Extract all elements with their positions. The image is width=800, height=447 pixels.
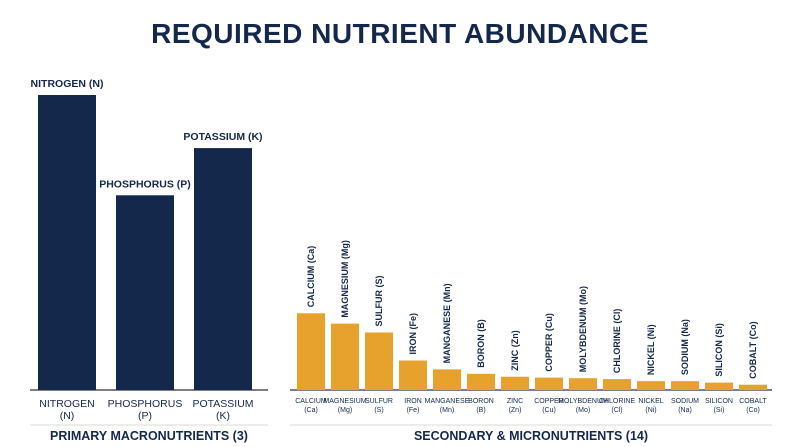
bar-label-sulfur-s: SULFUR (S) xyxy=(374,275,384,326)
tick-label-molybdenum-mo-1: (Mo) xyxy=(576,407,590,414)
bar-nickel-ni xyxy=(637,381,665,390)
tick-label-manganese-mn-1: (Mn) xyxy=(440,407,454,414)
tick-label-nitrogen-n-0: NITROGEN xyxy=(39,398,94,410)
tick-label-zinc-zn-1: (Zn) xyxy=(509,407,522,414)
bar-sulfur-s xyxy=(365,332,393,390)
tick-label-copper-cu-0: COPPER xyxy=(534,398,564,405)
bar-label-nickel-ni: NICKEL (Ni) xyxy=(646,324,656,375)
tick-label-sulfur-s-1: (S) xyxy=(374,407,383,414)
tick-label-nitrogen-n-1: (N) xyxy=(60,410,75,422)
tick-label-boron-b-1: (B) xyxy=(476,407,485,414)
tick-label-phosphorus-p-1: (P) xyxy=(138,410,152,422)
tick-label-sulfur-s-0: SULFUR xyxy=(365,398,393,405)
bar-boron-b xyxy=(467,373,495,390)
tick-label-zinc-zn-0: ZINC xyxy=(507,398,523,405)
bar-iron-fe xyxy=(399,360,427,390)
tick-label-boron-b-0: BORON xyxy=(468,398,494,405)
bar-label-cobalt-co: COBALT (Co) xyxy=(748,321,758,378)
bar-label-iron-fe: IRON (Fe) xyxy=(408,313,418,355)
bar-calcium-ca xyxy=(297,313,325,390)
bar-manganese-mn xyxy=(433,369,461,390)
bar-zinc-zn xyxy=(501,376,529,390)
tick-label-magnesium-mg-0: MAGNESIUM xyxy=(323,398,366,405)
tick-label-magnesium-mg-1: (Mg) xyxy=(338,407,352,414)
bar-label-nitrogen-n: NITROGEN (N) xyxy=(31,78,104,90)
group-label-0: PRIMARY MACRONUTRIENTS (3) xyxy=(50,429,248,443)
bar-label-magnesium-mg: MAGNESIUM (Mg) xyxy=(340,240,350,318)
bar-potassium-k xyxy=(194,148,252,390)
bar-label-copper-cu: COPPER (Cu) xyxy=(544,313,554,372)
tick-label-potassium-k-1: (K) xyxy=(216,410,230,422)
tick-label-cobalt-co-1: (Co) xyxy=(746,407,760,414)
tick-label-phosphorus-p-0: PHOSPHORUS xyxy=(108,398,183,410)
bar-label-sodium-na: SODIUM (Na) xyxy=(680,319,690,375)
tick-label-iron-fe-1: (Fe) xyxy=(407,407,420,414)
bar-sodium-na xyxy=(671,381,699,390)
tick-label-nickel-ni-1: (Ni) xyxy=(645,407,656,414)
bar-nitrogen-n xyxy=(38,95,96,390)
bar-copper-cu xyxy=(535,377,563,390)
tick-label-calcium-ca-1: (Ca) xyxy=(304,407,318,414)
tick-label-chlorine-cl-1: (Cl) xyxy=(611,407,622,414)
bar-label-phosphorus-p: PHOSPHORUS (P) xyxy=(99,178,191,190)
tick-label-iron-fe-0: IRON xyxy=(404,398,422,405)
bar-phosphorus-p xyxy=(116,195,174,390)
tick-label-silicon-si-0: SILICON xyxy=(705,398,733,405)
group-label-1: SECONDARY & MICRONUTRIENTS (14) xyxy=(414,429,648,443)
tick-label-silicon-si-1: (Si) xyxy=(714,407,725,414)
bar-cobalt-co xyxy=(739,384,767,390)
bar-label-calcium-ca: CALCIUM (Ca) xyxy=(306,246,316,308)
bar-molybdenum-mo xyxy=(569,378,597,390)
tick-label-copper-cu-1: (Cu) xyxy=(542,407,556,414)
bar-label-silicon-si: SILICON (Si) xyxy=(714,323,724,377)
tick-label-molybdenum-mo-0: MOLYBDENUM xyxy=(558,398,608,405)
bar-label-zinc-zn: ZINC (Zn) xyxy=(510,330,520,371)
tick-label-potassium-k-0: POTASSIUM xyxy=(192,398,253,410)
tick-label-nickel-ni-0: NICKEL xyxy=(638,398,663,405)
tick-label-manganese-mn-0: MANGANESE xyxy=(425,398,470,405)
tick-label-chlorine-cl-0: CHLORINE xyxy=(599,398,636,405)
tick-label-cobalt-co-0: COBALT xyxy=(739,398,767,405)
bar-chlorine-cl xyxy=(603,379,631,390)
tick-label-sodium-na-1: (Na) xyxy=(678,407,692,414)
bar-silicon-si xyxy=(705,382,733,390)
page-title: REQUIRED NUTRIENT ABUNDANCE xyxy=(151,18,649,49)
bar-label-potassium-k: POTASSIUM (K) xyxy=(183,131,262,143)
tick-label-calcium-ca-0: CALCIUM xyxy=(295,398,327,405)
bar-magnesium-mg xyxy=(331,323,359,390)
tick-label-sodium-na-0: SODIUM xyxy=(671,398,699,405)
bar-label-molybdenum-mo: MOLYBDENUM (Mo) xyxy=(578,286,588,372)
bar-label-manganese-mn: MANGANESE (Mn) xyxy=(442,283,452,363)
bar-label-boron-b: BORON (B) xyxy=(476,319,486,368)
bar-label-chlorine-cl: CHLORINE (Cl) xyxy=(612,309,622,374)
